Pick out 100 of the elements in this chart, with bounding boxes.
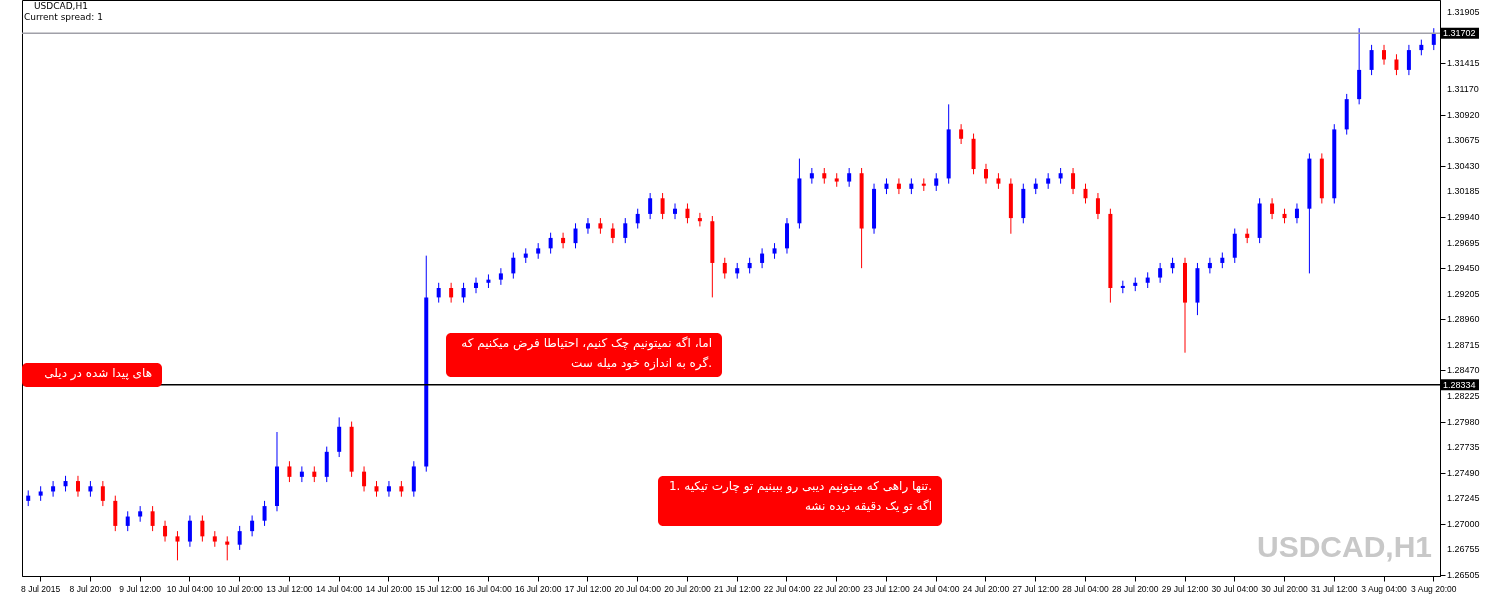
candlestick xyxy=(262,500,267,527)
x-tick-label: 14 Jul 20:00 xyxy=(365,583,413,594)
candlestick xyxy=(125,510,130,532)
x-tick-label: 29 Jul 12:00 xyxy=(1161,583,1209,594)
x-tick-label: 22 Jul 20:00 xyxy=(813,583,861,594)
y-tick-label: 1.30185 xyxy=(1447,186,1480,197)
x-tick-label: 15 Jul 12:00 xyxy=(415,583,463,594)
y-tick-label: 1.29695 xyxy=(1447,237,1480,248)
x-tick-label: 8 Jul 2015 xyxy=(21,583,61,594)
x-tick-label: 9 Jul 12:00 xyxy=(119,583,162,594)
candlestick xyxy=(1232,228,1237,264)
candlestick xyxy=(1083,183,1088,204)
x-tick-label: 24 Jul 20:00 xyxy=(962,583,1010,594)
y-tick-label: 1.28470 xyxy=(1447,365,1480,376)
y-tick-label: 1.27000 xyxy=(1447,518,1480,529)
x-tick-label: 31 Jul 12:00 xyxy=(1311,583,1358,594)
candlestick xyxy=(100,480,105,507)
candlestick xyxy=(150,505,155,532)
x-tick-label: 16 Jul 04:00 xyxy=(465,583,512,594)
candlestick xyxy=(1095,192,1100,220)
y-tick-label: 1.30675 xyxy=(1447,135,1480,146)
candlestick xyxy=(436,282,441,304)
candlestick xyxy=(1369,44,1374,76)
x-tick-label: 13 Jul 12:00 xyxy=(266,583,313,594)
candlestick xyxy=(1270,197,1275,220)
candlestick xyxy=(635,208,640,230)
y-tick-label: 1.31905 xyxy=(1447,7,1480,17)
candlestick xyxy=(299,465,304,483)
x-tick-label: 10 Jul 20:00 xyxy=(216,583,264,594)
candlestick xyxy=(896,177,901,195)
x-tick-label: 3 Aug 04:00 xyxy=(1361,583,1407,594)
y-tick-label: 1.28960 xyxy=(1447,314,1480,325)
annotation: های پیدا شده در دیلی xyxy=(44,366,152,381)
candlestick xyxy=(1207,257,1212,274)
candlestick xyxy=(163,520,168,543)
candlestick xyxy=(449,282,454,304)
x-tick-label: 10 Jul 04:00 xyxy=(166,583,214,594)
candlestick xyxy=(847,167,852,188)
candlestick xyxy=(250,514,255,537)
candlestick xyxy=(386,480,391,498)
candlestick xyxy=(983,163,988,185)
y-tick-label: 1.30430 xyxy=(1447,160,1480,171)
y-tick-label: 1.30920 xyxy=(1447,109,1480,120)
x-tick-label: 16 Jul 20:00 xyxy=(515,583,562,594)
x-tick-label: 3 Aug 20:00 xyxy=(1411,583,1457,594)
y-tick-label: 1.29205 xyxy=(1447,288,1480,299)
x-tick-label: 23 Jul 12:00 xyxy=(863,583,910,594)
y-tick-label: 1.28225 xyxy=(1447,391,1480,401)
x-tick-label: 28 Jul 04:00 xyxy=(1062,583,1109,594)
annotation: اما، اگه نمیتونیم چک کنیم، احتیاطا فرض میکنیم که گره به اندازه خود میله ست. xyxy=(461,336,712,371)
annotation: Current spread: 1 xyxy=(24,12,103,22)
chart-title: USDCAD,H1 xyxy=(34,1,88,11)
x-tick-label: 22 Jul 04:00 xyxy=(763,583,811,594)
candlestick xyxy=(187,514,192,548)
candlestick xyxy=(498,267,503,286)
y-tick-label: 1.27245 xyxy=(1447,493,1480,504)
candlestick xyxy=(237,525,242,551)
x-tick-label: 8 Jul 20:00 xyxy=(69,583,112,594)
candlestick xyxy=(75,475,80,498)
candlestick xyxy=(660,192,665,220)
candlestick xyxy=(648,192,653,220)
candlestick xyxy=(809,167,814,185)
candlestick xyxy=(51,480,56,498)
x-tick-label: 30 Jul 04:00 xyxy=(1211,583,1259,594)
y-tick-label: 1.31170 xyxy=(1447,83,1479,94)
candlestick xyxy=(610,222,615,244)
ref-line-label: 1.28334 xyxy=(1443,379,1476,390)
x-tick-label: 24 Jul 04:00 xyxy=(913,583,960,594)
x-tick-label: 20 Jul 04:00 xyxy=(614,583,662,594)
x-tick-label: 17 Jul 12:00 xyxy=(564,583,612,594)
x-tick-label: 27 Jul 12:00 xyxy=(1012,583,1060,594)
candlestick xyxy=(511,252,516,280)
candlestick xyxy=(760,247,765,269)
candlestick xyxy=(722,257,727,280)
candlestick xyxy=(287,460,292,483)
candlestick xyxy=(200,514,205,543)
y-tick-label: 1.26755 xyxy=(1447,544,1480,555)
candlestick xyxy=(673,202,678,220)
y-tick-label: 1.26505 xyxy=(1447,570,1480,581)
candlestick xyxy=(175,530,180,561)
candlestick xyxy=(225,535,230,561)
candlestick xyxy=(461,282,466,304)
annotation: 1. تنها راهی که میتونیم دیبی رو ببینیم تو چارت تیکیه. اگه تو یک دقیقه دیده نشه xyxy=(668,479,932,514)
y-tick-label: 1.31415 xyxy=(1447,58,1480,69)
candlestick xyxy=(623,217,628,244)
candlestick xyxy=(1294,202,1299,224)
candlestick xyxy=(1431,27,1436,51)
candlestick xyxy=(1406,44,1411,76)
candlestick xyxy=(585,217,590,235)
candlestick xyxy=(959,123,964,145)
y-tick-label: 1.27980 xyxy=(1447,416,1480,427)
x-tick-label: 20 Jul 20:00 xyxy=(664,583,711,594)
candlestick xyxy=(1071,167,1076,195)
y-tick-label: 1.29450 xyxy=(1447,263,1480,274)
y-tick-label: 1.27490 xyxy=(1447,467,1480,478)
ref-line-label: 1.31702 xyxy=(1443,28,1476,39)
x-tick-label: 28 Jul 20:00 xyxy=(1112,583,1159,594)
candlestick xyxy=(685,202,690,224)
candlestick xyxy=(1394,53,1399,76)
candlestick xyxy=(362,465,367,492)
